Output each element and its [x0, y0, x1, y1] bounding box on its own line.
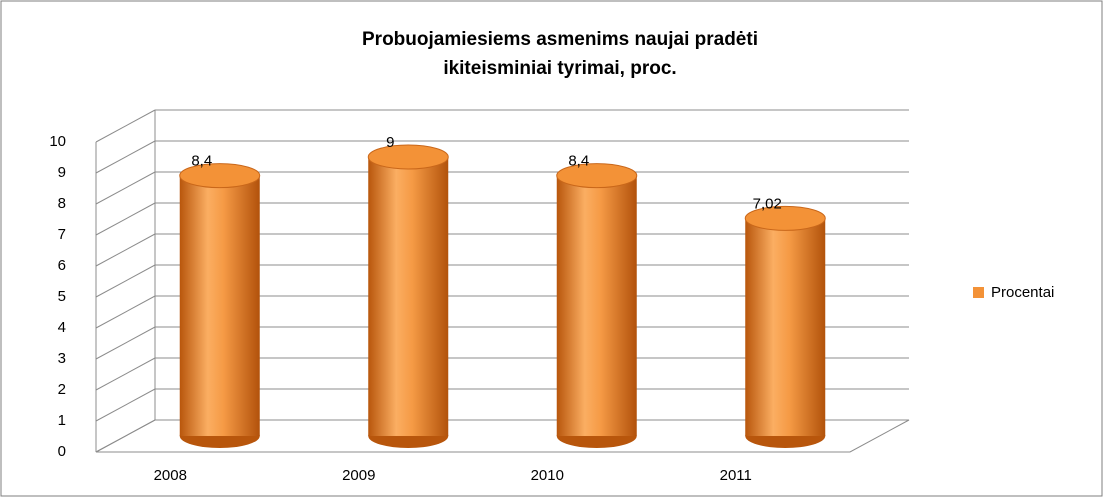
grid-line	[95, 140, 156, 174]
y-tick-label: 4	[58, 319, 66, 336]
grid-line	[95, 295, 156, 329]
bar	[556, 163, 638, 448]
y-tick-label: 2	[58, 381, 66, 398]
grid-line	[95, 109, 156, 143]
grid-line	[95, 171, 156, 205]
legend-swatch	[973, 287, 984, 298]
chart-title: ikiteisminiai tyrimai, proc.	[443, 58, 676, 79]
y-tick-label: 3	[58, 350, 66, 367]
x-tick-label: 2010	[531, 467, 564, 484]
data-label: 8,4	[191, 153, 212, 170]
grid-line	[95, 202, 156, 236]
y-tick-label: 5	[58, 288, 66, 305]
grid-line	[95, 326, 156, 360]
bar	[367, 144, 449, 448]
y-tick-label: 1	[58, 412, 66, 429]
y-tick-label: 7	[58, 226, 66, 243]
bar	[179, 163, 261, 448]
grid-line	[95, 264, 156, 298]
x-tick-label: 2011	[720, 467, 752, 484]
legend-label: Procentai	[991, 284, 1054, 301]
chart-title: Probuojamiesiems asmenims naujai pradėti	[362, 29, 758, 50]
grid-line	[95, 357, 156, 391]
grid-line	[95, 419, 156, 453]
bar	[744, 205, 826, 448]
data-label: 7,02	[753, 195, 782, 212]
y-tick-label: 8	[58, 195, 66, 212]
y-tick-label: 6	[58, 257, 66, 274]
y-tick-label: 0	[58, 443, 66, 460]
data-label: 8,4	[568, 153, 589, 170]
x-tick-label: 2009	[342, 467, 375, 484]
data-label: 9	[386, 134, 394, 151]
grid-line	[95, 233, 156, 267]
y-tick-label: 9	[58, 164, 66, 181]
x-tick-label: 2008	[154, 467, 187, 484]
grid-line	[95, 388, 156, 422]
y-tick-label: 10	[49, 133, 66, 150]
